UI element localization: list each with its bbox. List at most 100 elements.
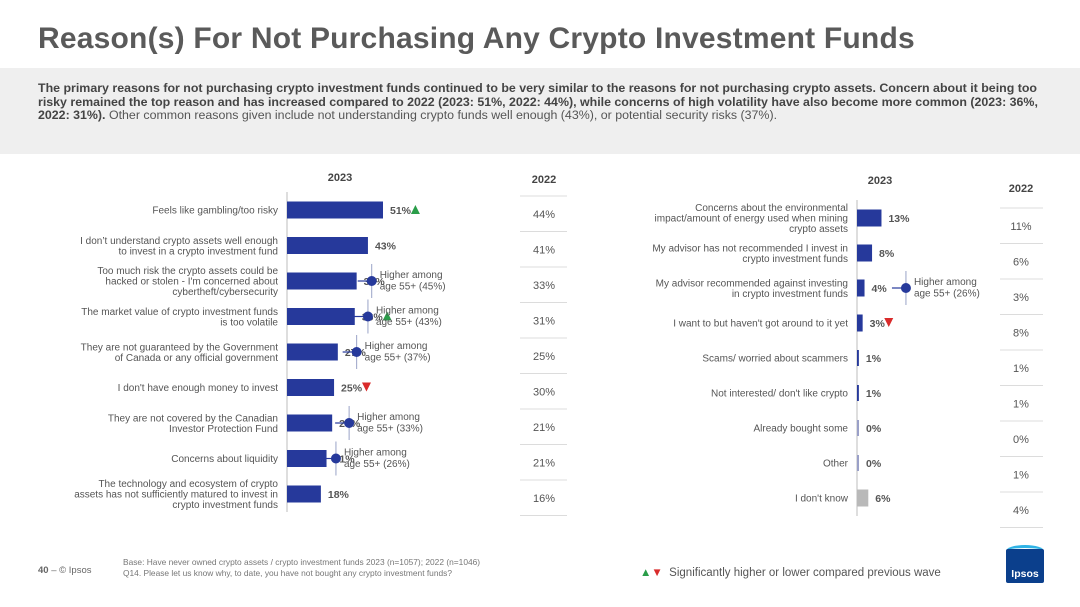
left-category-label: They are not guaranteed by the Governmen…: [81, 342, 279, 353]
copyright: © Ipsos: [59, 565, 92, 576]
right-value-label: 0%: [866, 423, 882, 435]
left-category-label: Feels like gambling/too risky: [152, 206, 278, 217]
right-value-2022: 0%: [1013, 434, 1029, 446]
right-bar-2023: [857, 244, 873, 262]
left-subgroup-note: Higher among: [344, 448, 407, 459]
left-category-label: I don't have enough money to invest: [118, 383, 279, 394]
left-subgroup-note: Higher among: [357, 412, 420, 423]
left-category-label: Too much risk the crypto assets could be: [97, 266, 278, 277]
left-category-label: of Canada or any official government: [115, 353, 278, 364]
right-value-2022: 1%: [1013, 363, 1029, 375]
left-value-label: 18%: [328, 489, 350, 501]
right-value-label: 8%: [879, 248, 895, 260]
summary-bold: The primary reasons for not purchasing c…: [38, 81, 1038, 122]
left-category-label: is too volatile: [220, 317, 278, 328]
left-subgroup-note: Higher among: [365, 341, 428, 352]
left-value-label: 43%: [375, 241, 397, 253]
left-significance-up-icon: [410, 205, 420, 214]
right-value-2022: 1%: [1013, 470, 1029, 482]
summary-normal: Other common reasons given include not u…: [105, 108, 778, 122]
right-category-label: Other: [823, 459, 849, 470]
page-dash: –: [51, 565, 57, 576]
left-header-2023: 2023: [328, 172, 352, 184]
legend-text: Significantly higher or lower compared p…: [669, 567, 941, 579]
left-category-label: They are not covered by the Canadian: [108, 413, 278, 424]
left-subgroup-note: age 55+ (45%): [380, 282, 446, 293]
left-subgroup-marker-icon: [362, 311, 373, 322]
right-bar-2023: [857, 420, 859, 436]
base-note: Base: Have never owned crypto assets / c…: [123, 557, 623, 578]
left-subgroup-note: age 55+ (33%): [357, 424, 423, 435]
left-bar-2023: [287, 308, 355, 325]
right-value-label: 0%: [866, 458, 882, 470]
left-value-2022: 25%: [533, 351, 555, 363]
left-category-label: assets has not sufficiently matured to i…: [74, 490, 278, 501]
right-header-2023: 2023: [868, 175, 892, 187]
right-bar-2023: [857, 314, 863, 332]
right-subgroup-note: age 55+ (26%): [914, 289, 980, 300]
down-triangle-icon: ▼: [651, 567, 663, 579]
left-value-label: 25%: [341, 383, 363, 395]
left-significance-down-icon: [361, 382, 371, 392]
left-category-label: hacked or stolen - I'm concerned about: [105, 277, 278, 288]
right-value-label: 13%: [888, 213, 910, 225]
right-category-label: I don't know: [795, 494, 849, 505]
left-bar-2023: [287, 450, 327, 467]
right-value-2022: 4%: [1013, 505, 1029, 517]
left-subgroup-note: age 55+ (26%): [344, 459, 410, 470]
left-value-2022: 33%: [533, 280, 555, 292]
left-category-label: Investor Protection Fund: [169, 424, 278, 435]
left-value-2022: 31%: [533, 316, 555, 328]
right-value-2022: 6%: [1013, 257, 1029, 269]
footer-page: 40 – © Ipsos: [38, 565, 92, 576]
left-value-2022: 30%: [533, 387, 555, 399]
right-category-label: crypto investment funds: [742, 254, 848, 265]
left-value-2022: 21%: [533, 422, 555, 434]
left-value-2022: 44%: [533, 209, 555, 221]
left-bar-2023: [287, 272, 357, 290]
right-value-label: 6%: [875, 493, 891, 505]
left-subgroup-note: age 55+ (37%): [365, 353, 431, 364]
left-subgroup-marker-icon: [330, 453, 341, 464]
left-value-label: 51%: [390, 205, 412, 217]
left-subgroup-marker-icon: [366, 276, 377, 286]
ipsos-logo: Ipsos: [1006, 549, 1044, 583]
significance-legend: ▲▼ Significantly higher or lower compare…: [640, 567, 941, 579]
right-significance-down-icon: [884, 318, 894, 327]
page-number: 40: [38, 565, 49, 576]
right-bar-2023: [857, 385, 859, 401]
left-subgroup-note: Higher among: [380, 270, 443, 281]
up-triangle-icon: ▲: [640, 567, 652, 579]
right-category-label: Concerns about the environmental: [695, 203, 848, 214]
left-category-label: I don’t understand crypto assets well en…: [80, 236, 278, 247]
right-category-label: I want to but haven't got around to it y…: [673, 319, 848, 330]
right-value-2022: 8%: [1013, 328, 1029, 340]
right-value-label: 1%: [866, 388, 882, 400]
left-bar-2023: [287, 485, 321, 503]
right-bar-2023: [857, 279, 865, 297]
left-category-label: to invest in a crypto investment fund: [118, 246, 278, 257]
right-category-label: crypto assets: [789, 224, 848, 235]
right-value-2022: 1%: [1013, 399, 1029, 411]
right-header-2022: 2022: [1009, 183, 1033, 195]
left-category-label: The market value of crypto investment fu…: [81, 307, 278, 318]
left-value-2022: 41%: [533, 245, 555, 257]
page-title: Reason(s) For Not Purchasing Any Crypto …: [38, 22, 915, 55]
right-bar-2023: [857, 489, 869, 507]
right-category-label: Not interested/ don't like crypto: [711, 389, 848, 400]
left-significance-up-icon: [382, 311, 392, 321]
left-header-2022: 2022: [532, 174, 556, 186]
right-bar-2023: [857, 350, 859, 366]
base-line-1: Base: Have never owned crypto assets / c…: [123, 557, 481, 567]
summary-text: The primary reasons for not purchasing c…: [38, 81, 1048, 123]
left-category-label: crypto investment funds: [172, 500, 278, 511]
right-subgroup-marker-icon: [900, 283, 911, 293]
right-value-label: 4%: [872, 283, 888, 295]
left-bar-2023: [287, 414, 333, 432]
right-category-label: Already bought some: [753, 424, 848, 435]
right-category-label: My advisor has not recommended I invest …: [652, 243, 848, 254]
right-category-label: Scams/ worried about scammers: [702, 354, 848, 365]
left-category-label: Concerns about liquidity: [171, 454, 278, 465]
right-bar-2023: [857, 455, 859, 471]
left-subgroup-note: age 55+ (43%): [376, 317, 442, 328]
